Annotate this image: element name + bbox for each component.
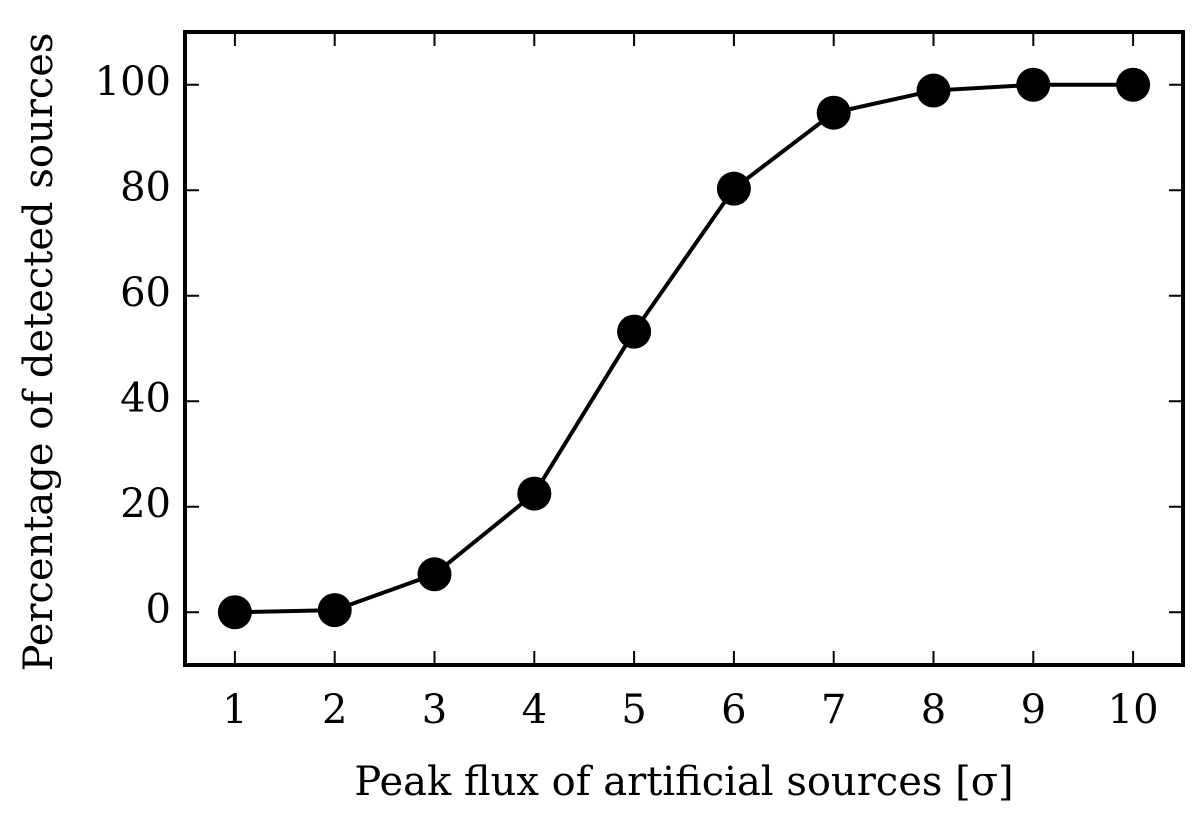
x-tick-label: 10: [1108, 687, 1159, 733]
x-tick-label: 4: [522, 687, 547, 733]
x-tick-label: 9: [1021, 687, 1046, 733]
x-tick-label: 6: [721, 687, 746, 733]
y-tick-label: 20: [120, 481, 171, 527]
x-tick-label: 5: [621, 687, 646, 733]
x-axis-label: Peak flux of artificial sources [σ]: [354, 759, 1013, 805]
x-tick-label: 3: [422, 687, 447, 733]
line: [234, 82, 1134, 615]
y-axis-label: Percentage of detected sources: [16, 33, 62, 672]
y-tick-label: 60: [120, 270, 171, 316]
marker: [916, 73, 951, 108]
marker: [716, 171, 751, 206]
y-tick-label: 80: [120, 164, 171, 210]
marker: [617, 314, 652, 349]
y-tick-label: 40: [120, 375, 171, 421]
x-tick-label: 1: [222, 687, 247, 733]
y-tick-label: 100: [95, 59, 171, 105]
y-tick-label: 0: [146, 586, 171, 632]
marker: [1016, 67, 1051, 102]
plot-frame: [183, 30, 1185, 667]
marker: [816, 95, 851, 130]
x-tick-label: 2: [322, 687, 347, 733]
x-tick-label: 7: [821, 687, 846, 733]
marker: [217, 595, 252, 630]
marker: [417, 557, 452, 592]
marker: [517, 476, 552, 511]
marker: [317, 593, 352, 628]
marker: [1116, 67, 1151, 102]
x-tick-label: 8: [921, 687, 946, 733]
